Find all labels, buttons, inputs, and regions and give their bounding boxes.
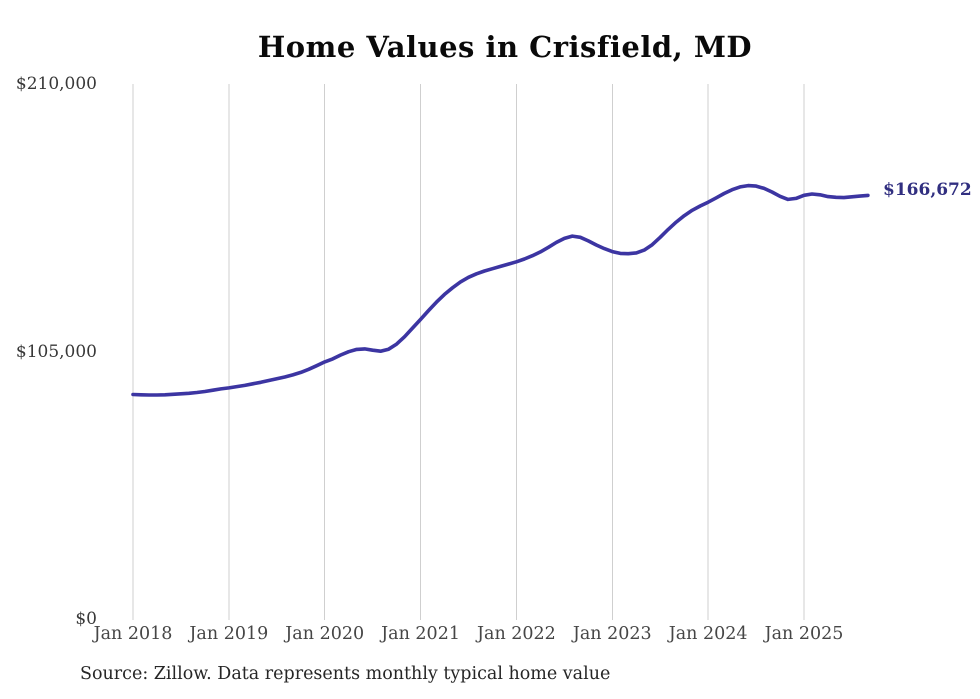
x-tick-label: Jan 2024 bbox=[668, 624, 748, 644]
y-tick-label: $0 bbox=[75, 609, 97, 629]
end-value-label: $166,672 bbox=[883, 180, 972, 200]
y-tick-label: $105,000 bbox=[15, 342, 97, 362]
x-tick-label: Jan 2023 bbox=[572, 624, 652, 644]
x-tick-label: Jan 2022 bbox=[477, 624, 556, 644]
y-tick-label: $210,000 bbox=[15, 74, 97, 94]
x-tick-label: Jan 2018 bbox=[93, 624, 173, 644]
x-tick-label: Jan 2019 bbox=[189, 624, 269, 644]
x-tick-label: Jan 2021 bbox=[381, 624, 460, 644]
x-tick-label: Jan 2025 bbox=[764, 624, 844, 644]
x-tick-label: Jan 2020 bbox=[285, 624, 365, 644]
source-note: Source: Zillow. Data represents monthly … bbox=[80, 664, 611, 684]
home-value-line bbox=[131, 183, 870, 397]
chart-title: Home Values in Crisfield, MD bbox=[257, 30, 753, 64]
